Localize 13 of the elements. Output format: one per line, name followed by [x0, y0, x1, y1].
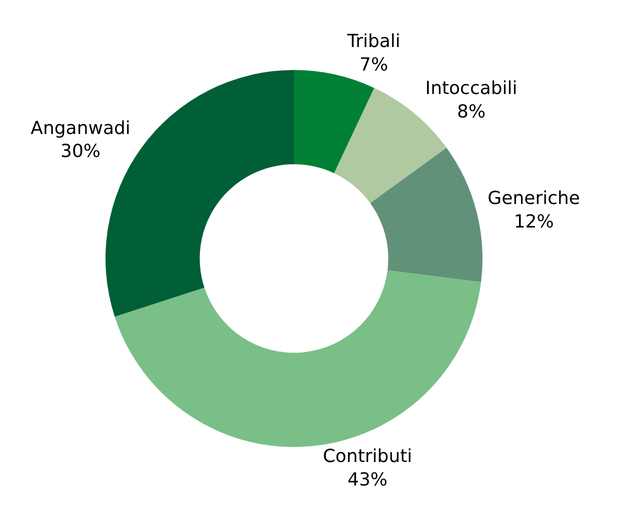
- data-label: 8%: [456, 101, 486, 122]
- slice-label: Tribali: [346, 31, 400, 52]
- slice-label: Generiche: [488, 188, 580, 210]
- data-label: 30%: [60, 141, 101, 162]
- donut-slice: [114, 270, 482, 447]
- slice-label: Contributi: [322, 446, 412, 467]
- donut-slice: [294, 70, 374, 174]
- data-label: 43%: [348, 469, 388, 490]
- slice-label: Intoccabili: [425, 78, 518, 99]
- data-label: 7%: [360, 54, 388, 76]
- slice-label: Anganwadi: [30, 118, 130, 139]
- donut-slice: [370, 148, 482, 282]
- data-label: 12%: [514, 211, 554, 232]
